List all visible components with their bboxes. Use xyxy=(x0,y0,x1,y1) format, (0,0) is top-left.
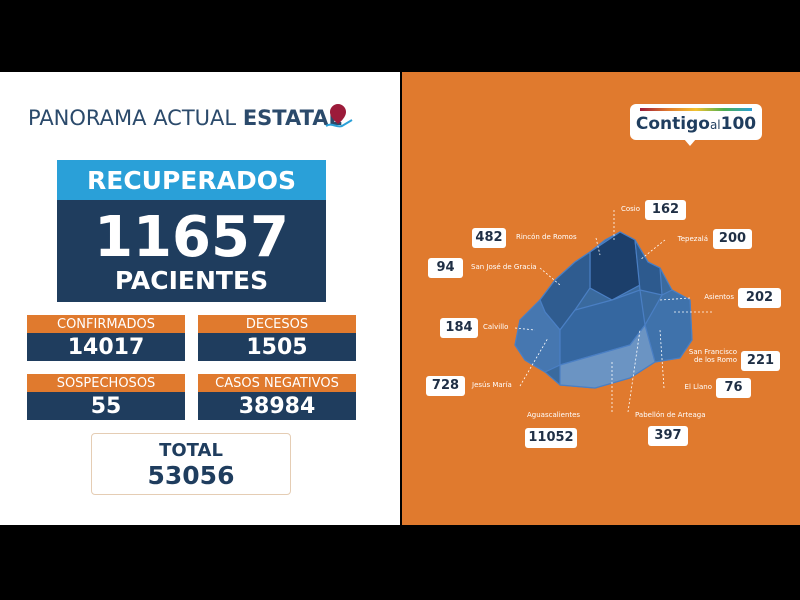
municipality-name: Calvillo xyxy=(483,323,509,331)
total-card: TOTAL 53056 xyxy=(91,433,291,495)
municipality-value: 76 xyxy=(716,378,751,398)
icon xyxy=(325,104,353,128)
municipality-name: San Francisco de los Romo xyxy=(688,348,737,364)
recovered-unit: PACIENTES xyxy=(114,266,269,295)
logo: Contigoal100 xyxy=(630,104,762,140)
stat-label: CASOS NEGATIVOS xyxy=(198,374,356,392)
municipality-value: 94 xyxy=(428,258,463,278)
municipality-value: 397 xyxy=(648,426,688,446)
municipality-name: Aguascalientes xyxy=(527,411,581,419)
total-label: TOTAL xyxy=(159,440,223,461)
municipality-value: 221 xyxy=(741,351,780,371)
municipality-name: El Llano xyxy=(684,383,712,391)
stat-label: DECESOS xyxy=(198,315,356,333)
header: PANORAMA ACTUAL ESTATAL xyxy=(28,106,342,130)
leader-line xyxy=(595,237,601,256)
municipality-value: 11052 xyxy=(525,428,577,448)
leader-line xyxy=(514,327,536,331)
municipality-value: 728 xyxy=(426,376,465,396)
leader-line xyxy=(539,267,561,286)
leader-line xyxy=(659,329,665,389)
recovered-label: RECUPERADOS xyxy=(57,160,326,200)
map xyxy=(514,210,712,413)
recovered-value: 11657 xyxy=(94,205,289,270)
logo-brand: Contigo xyxy=(635,114,710,134)
stat-value: 55 xyxy=(27,392,185,420)
municipality-name: Jesús María xyxy=(472,381,512,389)
leader-line xyxy=(627,329,641,413)
leader-line xyxy=(519,337,549,387)
municipality-name: Tepezalá xyxy=(677,235,708,243)
municipality-name: Asientos xyxy=(704,293,734,301)
stat-label: CONFIRMADOS xyxy=(27,315,185,333)
municipality-name: Cosio xyxy=(620,205,640,213)
municipality-value: 184 xyxy=(440,318,478,338)
municipality-value: 200 xyxy=(713,229,752,249)
municipality-value: 162 xyxy=(645,200,686,220)
municipality-name: San José de Gracia xyxy=(471,263,537,271)
title-bold: ESTATAL xyxy=(242,106,342,130)
stat-value: 14017 xyxy=(27,333,185,361)
title: PANORAMA ACTUAL xyxy=(28,106,237,130)
logo-number: 100 xyxy=(720,114,757,134)
municipality-value: 482 xyxy=(472,228,506,248)
municipality-value: 202 xyxy=(738,288,781,308)
municipality-name: Pabellón de Arteaga xyxy=(635,411,706,419)
logo-small: al xyxy=(709,118,721,132)
stat-label: SOSPECHOSOS xyxy=(27,374,185,392)
total-value: 53056 xyxy=(147,461,235,490)
leader-line xyxy=(659,297,691,301)
stat-value: 1505 xyxy=(198,333,356,361)
recovered-card: RECUPERADOS 11657 PACIENTES xyxy=(57,160,326,302)
leader-line xyxy=(639,239,666,261)
municipality-name: Rincón de Romos xyxy=(516,233,577,241)
logo-tail xyxy=(684,139,696,146)
stat-value: 38984 xyxy=(198,392,356,420)
